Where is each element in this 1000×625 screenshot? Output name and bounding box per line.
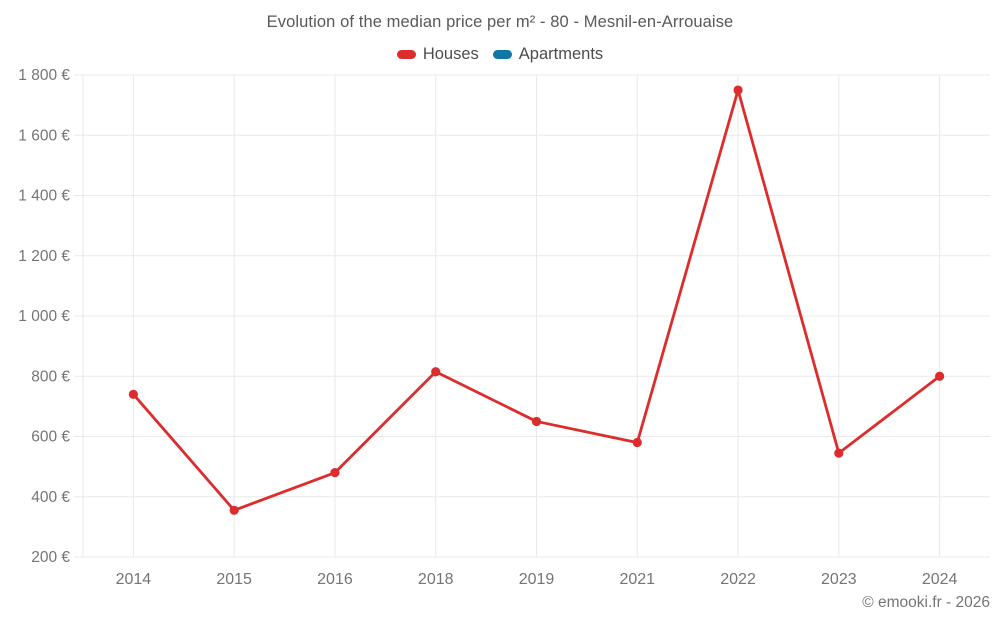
legend-item-houses[interactable]: Houses bbox=[396, 45, 479, 64]
x-axis-label: 2024 bbox=[922, 571, 958, 588]
y-axis-label: 1 200 € bbox=[18, 248, 70, 265]
y-axis-label: 400 € bbox=[31, 489, 70, 506]
x-axis-label: 2019 bbox=[519, 571, 555, 588]
y-axis-label: 1 600 € bbox=[18, 127, 70, 144]
x-axis-label: 2018 bbox=[418, 571, 454, 588]
houses-data-point-2015[interactable] bbox=[229, 505, 239, 515]
chart-title: Evolution of the median price per m² - 8… bbox=[266, 13, 734, 31]
houses-data-point-2016[interactable] bbox=[330, 468, 340, 478]
houses-data-point-2014[interactable] bbox=[128, 389, 138, 399]
x-axis-label: 2022 bbox=[720, 571, 756, 588]
y-axis-label: 1 400 € bbox=[18, 188, 70, 205]
legend-item-apartments[interactable]: Apartments bbox=[492, 45, 604, 64]
houses-data-point-2023[interactable] bbox=[834, 448, 844, 458]
houses-data-point-2024[interactable] bbox=[935, 371, 945, 381]
copyright-text: © emooki.fr - 2026 bbox=[862, 594, 990, 611]
y-axis-label: 800 € bbox=[31, 368, 70, 385]
houses-data-point-2021[interactable] bbox=[632, 437, 642, 448]
houses-data-point-2022[interactable] bbox=[733, 85, 743, 95]
legend-label-apartments: Apartments bbox=[518, 45, 604, 63]
y-axis-label: 1 000 € bbox=[18, 308, 70, 325]
houses-data-point-2019[interactable] bbox=[531, 416, 542, 427]
legend: Houses Apartments bbox=[0, 45, 1000, 64]
houses-data-point-2018[interactable] bbox=[431, 367, 441, 377]
houses-series-swatch-icon bbox=[396, 50, 416, 59]
x-axis-label: 2014 bbox=[116, 571, 152, 588]
y-axis-label: 600 € bbox=[31, 429, 70, 446]
x-axis-label: 2023 bbox=[821, 571, 857, 588]
y-axis-label: 200 € bbox=[31, 549, 70, 566]
y-axis-label: 1 800 € bbox=[18, 67, 70, 84]
apartments-series-swatch-icon bbox=[492, 50, 512, 59]
x-axis-label: 2021 bbox=[619, 571, 655, 588]
legend-label-houses: Houses bbox=[422, 45, 479, 63]
chart-canvas[interactable]: 200 € 400 € 600 € 800 € 1 000 € 1 200 € 1 400 … bbox=[0, 0, 1000, 590]
x-axis-label: 2016 bbox=[317, 571, 353, 588]
x-axis-label: 2015 bbox=[216, 571, 252, 588]
